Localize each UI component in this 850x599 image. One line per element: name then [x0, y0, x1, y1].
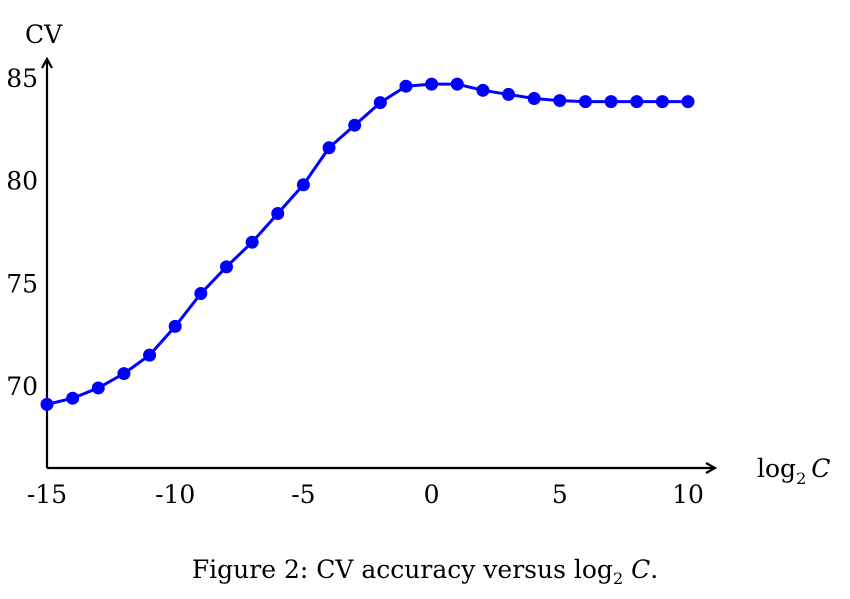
data-point — [219, 260, 233, 274]
data-point — [425, 77, 439, 91]
data-point — [502, 87, 516, 101]
data-point — [450, 77, 464, 91]
data-point — [476, 83, 490, 97]
series-line — [46, 82, 688, 406]
data-point — [194, 287, 208, 301]
data-point — [40, 397, 54, 411]
data-point — [348, 118, 362, 132]
data-point — [66, 391, 80, 405]
x-tick-label: 0 — [424, 480, 440, 509]
data-point — [117, 367, 131, 381]
x-tick-labels: -15 -10 -5 0 5 10 — [27, 480, 704, 509]
chart: CV log2 C -15 -10 -5 0 5 10 70 75 80 85 — [6, 20, 830, 509]
data-point — [143, 348, 157, 362]
x-tick-label: -10 — [155, 480, 195, 509]
caption-variable: C — [631, 555, 651, 584]
x-axis-title: log2 C — [757, 454, 830, 488]
x-tick-label: 10 — [672, 480, 704, 509]
y-tick-label: 85 — [6, 64, 38, 93]
data-point — [245, 235, 259, 249]
caption-subscript: 2 — [612, 569, 624, 588]
data-point — [373, 96, 387, 110]
data-point — [91, 381, 105, 395]
y-axis-title: CV — [25, 20, 63, 49]
x-tick-label: -5 — [291, 480, 315, 509]
data-point — [655, 95, 669, 109]
data-point — [399, 79, 413, 93]
x-tick-label: -15 — [27, 480, 67, 509]
caption-suffix: . — [650, 555, 659, 584]
y-tick-labels: 70 75 80 85 — [6, 64, 38, 401]
y-tick-label: 70 — [6, 372, 38, 401]
data-point — [271, 206, 285, 220]
data-point — [296, 178, 310, 192]
data-point — [604, 95, 618, 109]
data-point — [553, 94, 567, 108]
y-tick-label: 80 — [6, 167, 38, 196]
data-point — [322, 141, 336, 155]
data-point — [578, 95, 592, 109]
caption-prefix: Figure 2: CV accuracy versus log — [191, 555, 613, 584]
data-point — [168, 319, 182, 333]
y-tick-label: 75 — [6, 269, 38, 298]
figure-caption: Figure 2: CV accuracy versus log2 C. — [0, 555, 850, 588]
data-point — [527, 92, 541, 106]
data-point — [681, 95, 695, 109]
data-point — [630, 95, 644, 109]
x-tick-label: 5 — [552, 480, 568, 509]
series-cv — [40, 77, 695, 411]
